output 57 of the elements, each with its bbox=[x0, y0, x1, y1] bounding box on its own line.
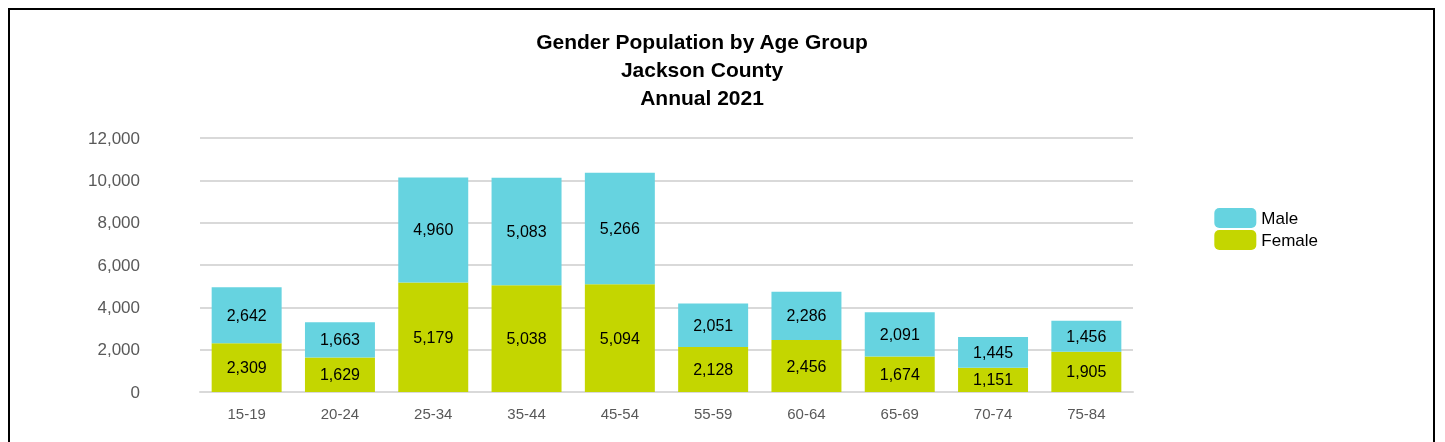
legend-label: Female bbox=[1261, 230, 1318, 250]
data-label: 5,266 bbox=[599, 219, 640, 237]
y-tick-label: 4,000 bbox=[97, 297, 140, 317]
x-tick-label: 20-24 bbox=[320, 405, 360, 422]
data-label: 2,091 bbox=[879, 325, 920, 343]
data-label: 5,179 bbox=[413, 328, 454, 346]
bar bbox=[211, 343, 282, 392]
x-tick-label: 45-54 bbox=[600, 405, 640, 422]
x-tick-label: 60-64 bbox=[787, 405, 826, 422]
bar bbox=[1051, 351, 1122, 392]
bar bbox=[771, 291, 842, 341]
bar bbox=[678, 303, 749, 347]
legend-label: Male bbox=[1261, 208, 1299, 228]
data-label: 1,674 bbox=[879, 365, 920, 383]
data-label: 1,905 bbox=[1066, 363, 1107, 381]
x-tick-label: 75-84 bbox=[1067, 405, 1106, 422]
data-label: 2,456 bbox=[786, 357, 827, 375]
y-tick-label: 0 bbox=[130, 382, 140, 402]
data-label: 5,083 bbox=[506, 223, 547, 241]
bar bbox=[958, 337, 1029, 368]
data-label: 4,960 bbox=[413, 221, 454, 239]
bar bbox=[584, 172, 655, 285]
bar bbox=[864, 312, 935, 357]
y-tick-label: 12,000 bbox=[88, 128, 140, 148]
data-label: 1,663 bbox=[319, 331, 361, 349]
data-label: 1,629 bbox=[319, 366, 361, 384]
y-tick-label: 10,000 bbox=[88, 170, 140, 190]
data-label: 2,051 bbox=[693, 316, 734, 334]
data-label: 1,445 bbox=[973, 343, 1014, 361]
bar bbox=[211, 287, 282, 344]
y-tick-label: 6,000 bbox=[97, 255, 140, 275]
x-tick-label: 25-34 bbox=[414, 405, 453, 422]
bar bbox=[304, 322, 375, 358]
bar bbox=[398, 282, 469, 392]
bar bbox=[584, 284, 655, 392]
bar bbox=[864, 356, 935, 392]
data-label: 5,094 bbox=[599, 329, 640, 347]
y-tick-label: 8,000 bbox=[97, 213, 140, 233]
data-label: 5,038 bbox=[506, 330, 547, 348]
bar bbox=[771, 340, 842, 392]
bar bbox=[398, 177, 469, 283]
x-tick-label: 65-69 bbox=[880, 405, 919, 422]
y-tick-label: 2,000 bbox=[97, 340, 140, 360]
x-tick-label: 15-19 bbox=[227, 405, 266, 422]
x-tick-label: 70-74 bbox=[973, 405, 1013, 422]
data-label: 1,456 bbox=[1066, 327, 1107, 345]
x-tick-label: 55-59 bbox=[693, 405, 733, 422]
data-label: 2,309 bbox=[226, 359, 267, 377]
bar bbox=[678, 346, 749, 392]
data-label: 2,286 bbox=[786, 307, 827, 325]
data-label: 2,642 bbox=[226, 306, 267, 324]
bar bbox=[491, 285, 562, 392]
chart-title: Gender Population by Age Group Jackson County Annual 2021 bbox=[536, 29, 868, 109]
bar bbox=[491, 177, 562, 286]
data-label: 1,151 bbox=[973, 371, 1014, 389]
x-tick-label: 35-44 bbox=[507, 405, 546, 422]
data-label: 2,128 bbox=[693, 360, 734, 378]
